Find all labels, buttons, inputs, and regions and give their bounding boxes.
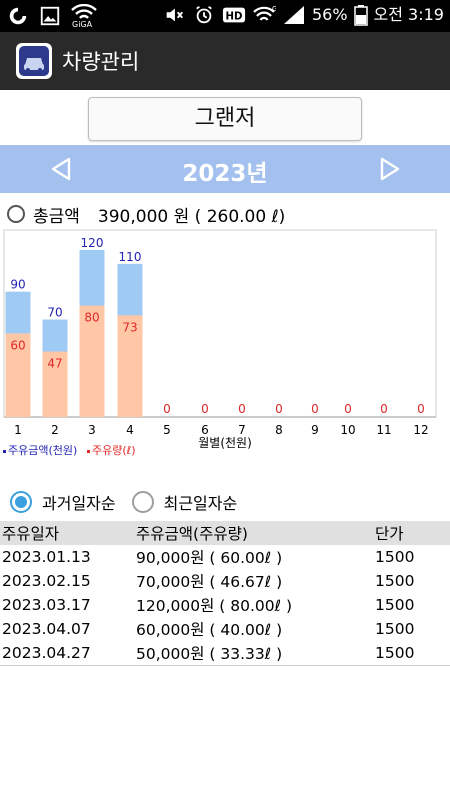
fuel-data-label: 0 bbox=[238, 402, 246, 416]
amount-data-label: 120 bbox=[81, 236, 104, 250]
fuel-data-label: 47 bbox=[47, 357, 62, 371]
x-tick-label: 2 bbox=[51, 423, 59, 437]
x-tick-label: 4 bbox=[126, 423, 134, 437]
total-radio[interactable] bbox=[7, 205, 25, 223]
svg-text:G: G bbox=[272, 5, 276, 13]
triangle-left-icon[interactable] bbox=[47, 155, 75, 183]
app-bar: 차량관리 bbox=[0, 32, 450, 90]
amount-data-label: 70 bbox=[47, 306, 62, 320]
row-date: 2023.04.27 bbox=[2, 644, 91, 662]
fuel-bar bbox=[79, 305, 105, 417]
row-unit-price: 1500 bbox=[375, 548, 415, 566]
x-axis-label: 월별(천원) bbox=[198, 435, 252, 450]
status-bar: GiGA HD G 56% 오전 3:19 bbox=[0, 0, 450, 32]
legend-amount-label: 주유금액(천원) bbox=[8, 443, 77, 457]
row-amount: 70,000원 ( 46.67ℓ ) bbox=[136, 573, 283, 591]
alarm-icon bbox=[196, 5, 212, 24]
fuel-data-label: 0 bbox=[201, 402, 209, 416]
table-header: 주유일자 주유금액(주유량) 단가 bbox=[0, 521, 450, 545]
signal-icon bbox=[283, 6, 304, 24]
sort-newest-label: 최근일자순 bbox=[163, 494, 238, 513]
giga-label: GiGA bbox=[72, 20, 93, 29]
table-divider bbox=[0, 665, 450, 666]
header-date: 주유일자 bbox=[2, 525, 60, 543]
x-tick-label: 6 bbox=[201, 423, 209, 437]
fuel-bar bbox=[5, 333, 31, 417]
row-amount: 60,000원 ( 40.00ℓ ) bbox=[136, 621, 283, 639]
mute-icon bbox=[166, 8, 183, 22]
row-unit-price: 1500 bbox=[375, 644, 415, 662]
amount-data-label: 110 bbox=[119, 250, 142, 264]
fuel-data-label: 0 bbox=[344, 402, 352, 416]
row-date: 2023.04.07 bbox=[2, 620, 91, 638]
row-amount: 50,000원 ( 33.33ℓ ) bbox=[136, 645, 283, 663]
x-tick-label: 7 bbox=[238, 423, 246, 437]
sort-oldest-radio[interactable] bbox=[10, 491, 32, 513]
sort-oldest-label: 과거일자순 bbox=[42, 494, 116, 513]
fuel-log-table: 주유일자 주유금액(주유량) 단가 2023.01.13 90,000원 ( 6… bbox=[0, 521, 450, 666]
x-tick-label: 5 bbox=[163, 423, 171, 437]
fuel-data-label: 0 bbox=[417, 402, 425, 416]
table-row[interactable]: 2023.03.17 120,000원 ( 80.00ℓ ) 1500 bbox=[0, 593, 450, 617]
wifi-giga-icon: GiGA bbox=[70, 3, 98, 29]
table-row[interactable]: 2023.04.27 50,000원 ( 33.33ℓ ) 1500 bbox=[0, 641, 450, 665]
row-unit-price: 1500 bbox=[375, 596, 415, 614]
chart-frame bbox=[3, 229, 437, 418]
sort-newest-option[interactable]: 최근일자순 bbox=[131, 490, 238, 514]
x-tick-label: 9 bbox=[311, 423, 319, 437]
x-tick-label: 11 bbox=[376, 423, 391, 437]
fuel-data-label: 0 bbox=[275, 402, 283, 416]
row-unit-price: 1500 bbox=[375, 572, 415, 590]
header-unit-price: 단가 bbox=[375, 525, 404, 543]
battery-percent: 56% bbox=[311, 5, 348, 24]
fuel-data-label: 0 bbox=[380, 402, 388, 416]
sort-newest-radio[interactable] bbox=[131, 491, 154, 513]
g-icon bbox=[9, 7, 27, 25]
fuel-data-label: 73 bbox=[122, 320, 137, 334]
fuel-data-label: 0 bbox=[311, 402, 319, 416]
svg-text:HD: HD bbox=[226, 12, 243, 23]
monthly-fuel-chart: 9060170472120803110734050607080901001101… bbox=[3, 229, 437, 457]
app-title: 차량관리 bbox=[62, 50, 140, 74]
row-amount: 90,000원 ( 60.00ℓ ) bbox=[136, 549, 283, 567]
fuel-data-label: 60 bbox=[10, 338, 25, 352]
row-unit-price: 1500 bbox=[375, 620, 415, 638]
fuel-data-label: 80 bbox=[84, 311, 99, 325]
triangle-right-icon[interactable] bbox=[376, 155, 404, 183]
total-summary: 총금액 390,000 원 ( 260.00 ℓ) bbox=[7, 202, 286, 227]
table-row[interactable]: 2023.04.07 60,000원 ( 40.00ℓ ) 1500 bbox=[0, 617, 450, 641]
x-tick-label: 8 bbox=[275, 423, 283, 437]
row-amount: 120,000원 ( 80.00ℓ ) bbox=[136, 597, 293, 615]
fuel-bar bbox=[42, 351, 68, 417]
header-amount: 주유금액(주유량) bbox=[136, 525, 248, 543]
hd-icon: HD bbox=[222, 7, 246, 23]
sort-oldest-option[interactable]: 과거일자순 bbox=[10, 490, 116, 514]
x-tick-label: 3 bbox=[88, 423, 96, 437]
car-icon[interactable] bbox=[16, 43, 52, 79]
total-label: 총금액 bbox=[33, 206, 80, 227]
legend-fuel-swatch bbox=[87, 450, 90, 453]
fuel-bar bbox=[117, 315, 143, 417]
sort-options: 과거일자순 최근일자순 bbox=[10, 488, 253, 516]
total-value: 390,000 원 ( 260.00 ℓ) bbox=[97, 206, 286, 227]
x-tick-label: 1 bbox=[14, 423, 22, 437]
clock: 오전 3:19 bbox=[373, 5, 444, 24]
battery-icon bbox=[353, 5, 368, 26]
year-label: 2023년 bbox=[182, 161, 268, 187]
legend-amount-swatch bbox=[3, 450, 6, 453]
x-tick-label: 12 bbox=[413, 423, 428, 437]
year-navigator: 2023년 bbox=[0, 145, 450, 193]
x-tick-label: 10 bbox=[340, 423, 355, 437]
vehicle-select-button[interactable]: 그랜저 bbox=[88, 97, 362, 141]
row-date: 2023.01.13 bbox=[2, 548, 91, 566]
table-row[interactable]: 2023.02.15 70,000원 ( 46.67ℓ ) 1500 bbox=[0, 569, 450, 593]
fuel-data-label: 0 bbox=[163, 402, 171, 416]
table-row[interactable]: 2023.01.13 90,000원 ( 60.00ℓ ) 1500 bbox=[0, 545, 450, 569]
row-date: 2023.02.15 bbox=[2, 572, 91, 590]
legend-fuel-label: 주유량(ℓ) bbox=[92, 444, 136, 457]
image-icon bbox=[40, 6, 60, 26]
amount-data-label: 90 bbox=[10, 278, 25, 292]
wifi-icon: G bbox=[253, 5, 276, 21]
row-date: 2023.03.17 bbox=[2, 596, 91, 614]
